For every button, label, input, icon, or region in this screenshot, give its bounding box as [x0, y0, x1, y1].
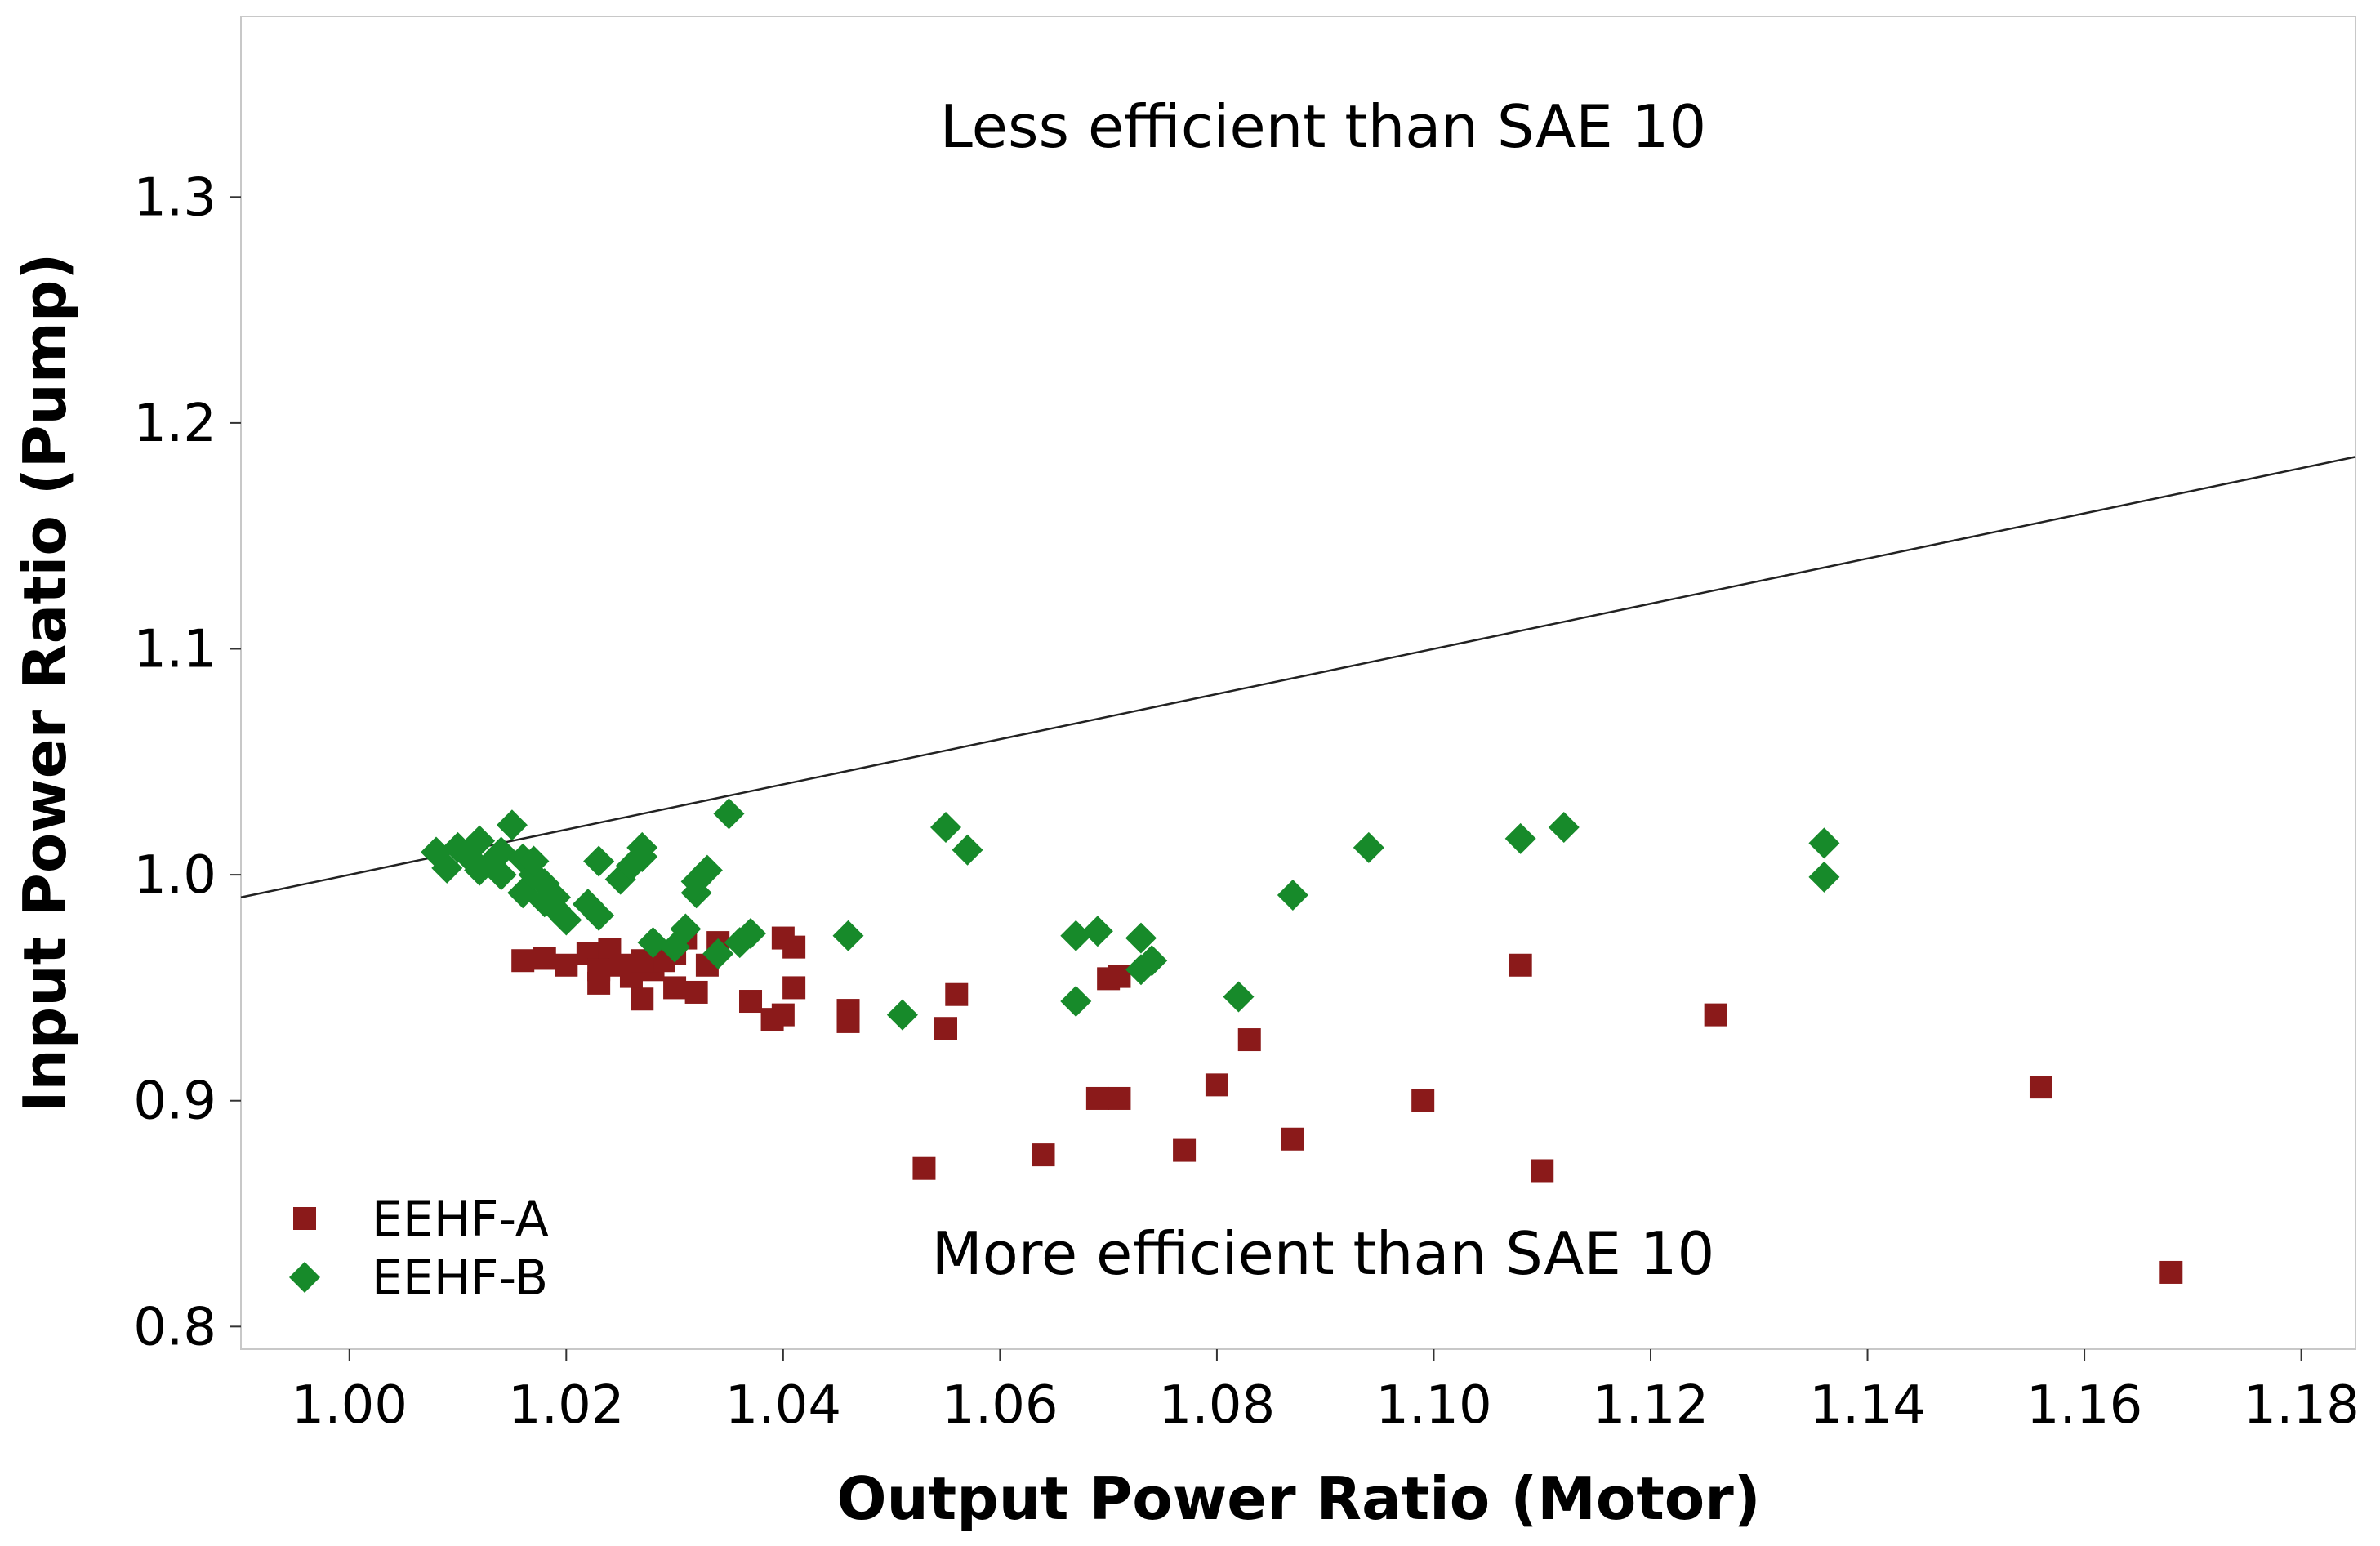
data-point-eehf-b — [1223, 981, 1255, 1013]
data-point-eehf-b — [1060, 920, 1092, 951]
data-point-eehf-a — [587, 958, 611, 982]
axis-ticks-layer: 1.00 1.02 1.04 1.06 1.08 1.10 1.12 1.14 1.16 1.18… — [133, 167, 2360, 1436]
data-point-eehf-a — [511, 949, 535, 973]
legend-marker-eehf-a — [293, 1207, 316, 1230]
data-point-eehf-a — [684, 980, 708, 1004]
data-point-eehf-b — [518, 845, 550, 877]
data-point-eehf-b — [832, 920, 864, 951]
data-point-eehf-b — [485, 859, 517, 891]
x-tick-label: 1.08 — [1159, 1375, 1276, 1436]
data-point-eehf-b — [583, 899, 615, 931]
x-axis-title: Output Power Ratio (Motor) — [836, 1464, 1760, 1533]
data-point-eehf-b — [713, 798, 745, 830]
data-point-eehf-a — [2159, 1260, 2183, 1284]
data-point-eehf-a — [1281, 1127, 1304, 1151]
data-point-eehf-b — [637, 927, 669, 959]
plot-area-frame — [240, 16, 2356, 1350]
x-tick-label: 1.02 — [508, 1375, 625, 1436]
data-point-eehf-b — [1081, 916, 1113, 947]
data-point-eehf-a — [912, 1156, 936, 1180]
data-point-eehf-b — [464, 825, 496, 857]
region-label-lower: More efficient than SAE 10 — [932, 1219, 1715, 1288]
y-tick-label: 1.3 — [133, 167, 216, 228]
data-point-eehf-a — [1237, 1028, 1261, 1052]
data-point-eehf-b — [691, 854, 723, 886]
y-tick-label: 0.8 — [133, 1297, 216, 1357]
x-tick-label: 1.16 — [2026, 1375, 2143, 1436]
data-point-eehf-b — [735, 918, 767, 950]
data-point-eehf-b — [1277, 880, 1308, 911]
y-tick-label: 1.0 — [133, 845, 216, 906]
data-point-eehf-b — [626, 831, 658, 863]
data-point-eehf-b — [702, 938, 734, 969]
data-point-eehf-a — [1205, 1073, 1228, 1097]
legend-label-eehf-a: EEHF-A — [372, 1191, 549, 1248]
region-label-upper: Less efficient than SAE 10 — [940, 92, 1706, 161]
data-point-eehf-a — [1531, 1159, 1554, 1183]
data-point-eehf-a — [1509, 953, 1532, 977]
data-point-eehf-a — [1032, 1143, 1055, 1167]
data-points-layer — [420, 798, 2183, 1284]
data-point-eehf-a — [1085, 1086, 1109, 1110]
reference-line — [240, 456, 2356, 899]
data-point-eehf-a — [533, 947, 556, 970]
data-point-eehf-b — [1125, 922, 1157, 954]
y-tick-label: 1.2 — [133, 394, 216, 454]
x-tick-label: 1.18 — [2243, 1375, 2360, 1436]
data-point-eehf-a — [2029, 1076, 2052, 1099]
data-point-eehf-b — [583, 845, 615, 877]
data-point-eehf-b — [670, 913, 702, 945]
data-point-eehf-b — [886, 999, 918, 1031]
data-point-eehf-b — [1060, 986, 1092, 1018]
data-point-eehf-b — [1353, 831, 1384, 863]
series-eehf-b — [420, 798, 1840, 1031]
data-point-eehf-b — [1136, 945, 1168, 977]
data-point-eehf-b — [930, 812, 961, 844]
data-point-eehf-a — [945, 982, 969, 1006]
data-point-eehf-b — [496, 809, 528, 841]
data-point-eehf-a — [631, 987, 654, 1011]
legend-label-eehf-b: EEHF-B — [372, 1250, 548, 1307]
x-tick-label: 1.06 — [942, 1375, 1059, 1436]
data-point-eehf-b — [1808, 861, 1840, 893]
data-point-eehf-b — [952, 834, 983, 866]
data-point-eehf-b — [431, 852, 463, 884]
data-point-eehf-a — [782, 976, 806, 1000]
data-point-eehf-a — [1411, 1089, 1435, 1112]
data-point-eehf-b — [1808, 827, 1840, 859]
data-point-eehf-a — [739, 990, 763, 1014]
legend-marker-eehf-b — [289, 1262, 320, 1293]
data-point-eehf-a — [555, 953, 578, 977]
data-point-eehf-a — [771, 1003, 795, 1027]
x-tick-label: 1.12 — [1593, 1375, 1709, 1436]
data-point-eehf-b — [1548, 812, 1580, 844]
x-tick-label: 1.10 — [1375, 1375, 1492, 1436]
data-point-eehf-a — [1173, 1138, 1197, 1162]
y-axis-title: Input Power Ratio (Pump) — [11, 253, 79, 1113]
data-point-eehf-a — [836, 1009, 860, 1033]
x-tick-label: 1.00 — [292, 1375, 408, 1436]
y-tick-label: 1.1 — [133, 620, 216, 680]
data-point-eehf-b — [1504, 822, 1536, 854]
x-tick-label: 1.04 — [725, 1375, 842, 1436]
data-point-eehf-a — [1108, 1086, 1131, 1110]
data-point-eehf-a — [782, 935, 806, 959]
data-point-eehf-a — [934, 1017, 957, 1040]
data-point-eehf-a — [1704, 1003, 1727, 1027]
x-tick-label: 1.14 — [1809, 1375, 1926, 1436]
data-point-eehf-a — [663, 976, 687, 1000]
data-point-eehf-b — [550, 904, 582, 936]
y-tick-label: 0.9 — [133, 1072, 216, 1132]
reference-line-layer — [240, 456, 2356, 899]
